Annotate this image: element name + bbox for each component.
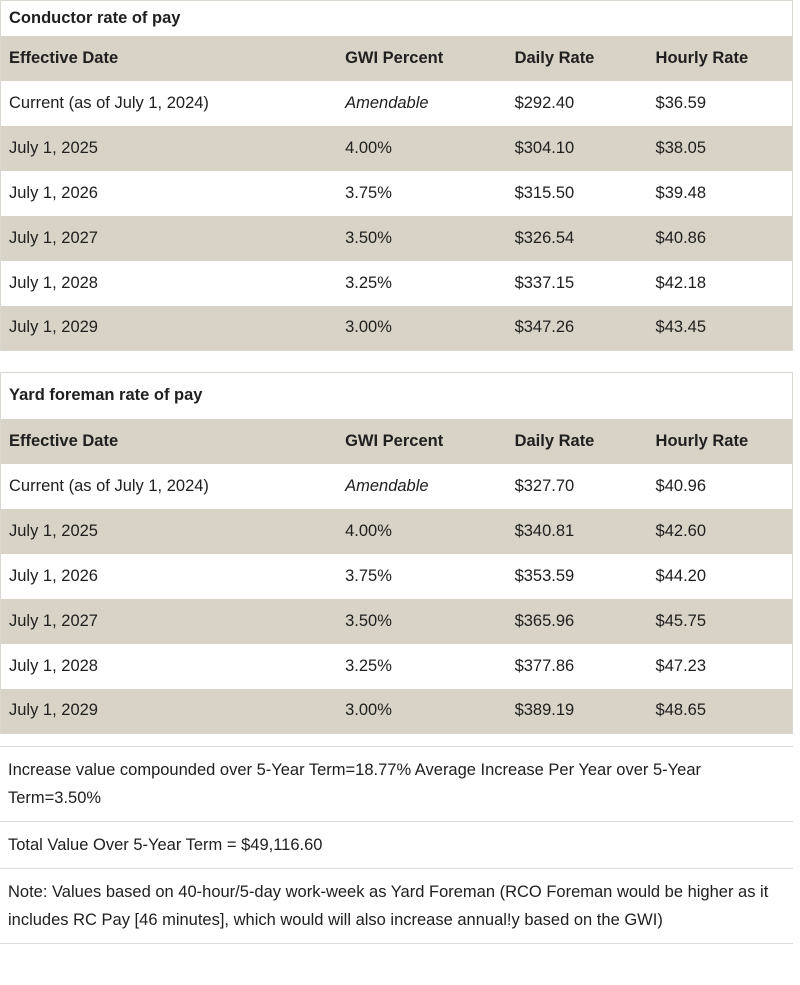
cell-daily-rate: $347.26: [506, 305, 648, 351]
cell-gwi-percent: 4.00%: [337, 125, 507, 171]
cell-daily-rate: $292.40: [514, 93, 575, 112]
cell-gwi-percent: Amendable: [345, 93, 429, 112]
cell-gwi-percent: 3.00%: [337, 305, 507, 351]
cell-hourly-rate: $38.05: [647, 125, 793, 171]
cell-gwi-percent: 3.75%: [345, 183, 392, 202]
cell-daily-rate: $326.54: [506, 215, 648, 261]
cell-hourly-rate: $36.59: [655, 93, 707, 112]
table-header-row: Effective Date GWI Percent Daily Rate Ho…: [0, 35, 793, 81]
cell-gwi-percent: 3.50%: [337, 215, 507, 261]
cell-gwi-percent: 3.00%: [337, 688, 507, 734]
cell-daily-rate: $340.81: [506, 508, 648, 554]
conductor-pay-table: Conductor rate of pay Effective Date GWI…: [0, 0, 793, 351]
cell-hourly-rate: $40.96: [655, 476, 707, 495]
col-header-effective-date: Effective Date: [0, 418, 338, 464]
cell-hourly-rate: $47.23: [655, 656, 707, 675]
cell-hourly-rate: $48.65: [647, 688, 793, 734]
cell-effective-date: July 1, 2029: [0, 688, 338, 734]
table-caption-row: Yard foreman rate of pay: [0, 372, 793, 419]
summary-note: Note: Values based on 40-hour/5-day work…: [0, 868, 793, 944]
cell-daily-rate: $389.19: [506, 688, 648, 734]
cell-hourly-rate: $42.18: [655, 273, 707, 292]
cell-hourly-rate: $39.48: [655, 183, 707, 202]
table-row: July 1, 2029 3.00% $347.26 $43.45: [0, 305, 793, 351]
col-header-effective-date: Effective Date: [0, 35, 338, 81]
cell-hourly-rate: $44.20: [655, 566, 707, 585]
table-row: Current (as of July 1, 2024) Amendable $…: [1, 464, 793, 509]
cell-daily-rate: $337.15: [514, 273, 575, 292]
col-header-daily-rate: Daily Rate: [506, 35, 648, 81]
cell-effective-date: July 1, 2027: [0, 598, 338, 644]
cell-daily-rate: $365.96: [506, 598, 648, 644]
summary-section: Increase value compounded over 5-Year Te…: [0, 746, 793, 944]
cell-effective-date: July 1, 2025: [0, 508, 338, 554]
cell-effective-date: July 1, 2028: [9, 656, 98, 675]
table-row: July 1, 2026 3.75% $353.59 $44.20: [1, 554, 793, 599]
cell-hourly-rate: $42.60: [647, 508, 793, 554]
table-row: July 1, 2028 3.25% $337.15 $42.18: [1, 261, 793, 306]
table-title: Yard foreman rate of pay: [0, 372, 793, 419]
col-header-gwi-percent: GWI Percent: [337, 35, 507, 81]
cell-effective-date: July 1, 2028: [9, 273, 98, 292]
cell-hourly-rate: $43.45: [647, 305, 793, 351]
cell-daily-rate: $315.50: [514, 183, 575, 202]
summary-compounded-increase: Increase value compounded over 5-Year Te…: [0, 746, 793, 821]
cell-gwi-percent: 3.75%: [345, 566, 392, 585]
cell-daily-rate: $327.70: [514, 476, 575, 495]
table-row: Current (as of July 1, 2024) Amendable $…: [1, 81, 793, 126]
document-page: Conductor rate of pay Effective Date GWI…: [0, 0, 793, 944]
cell-gwi-percent: Amendable: [345, 476, 429, 495]
cell-daily-rate: $304.10: [506, 125, 648, 171]
table-row: July 1, 2027 3.50% $365.96 $45.75: [0, 598, 793, 644]
cell-hourly-rate: $45.75: [647, 598, 793, 644]
table-row: July 1, 2025 4.00% $340.81 $42.60: [0, 508, 793, 554]
cell-gwi-percent: 3.25%: [345, 273, 392, 292]
table-header-row: Effective Date GWI Percent Daily Rate Ho…: [0, 418, 793, 464]
table-row: July 1, 2029 3.00% $389.19 $48.65: [0, 688, 793, 734]
col-header-daily-rate: Daily Rate: [506, 418, 648, 464]
cell-gwi-percent: 3.50%: [337, 598, 507, 644]
cell-gwi-percent: 4.00%: [337, 508, 507, 554]
cell-effective-date: Current (as of July 1, 2024): [9, 476, 209, 495]
col-header-hourly-rate: Hourly Rate: [647, 418, 793, 464]
table-row: July 1, 2026 3.75% $315.50 $39.48: [1, 171, 793, 216]
table-caption-row: Conductor rate of pay: [0, 0, 793, 36]
cell-effective-date: July 1, 2026: [9, 566, 98, 585]
cell-effective-date: July 1, 2029: [0, 305, 338, 351]
table-row: July 1, 2028 3.25% $377.86 $47.23: [1, 644, 793, 689]
cell-gwi-percent: 3.25%: [345, 656, 392, 675]
cell-daily-rate: $377.86: [514, 656, 575, 675]
col-header-gwi-percent: GWI Percent: [337, 418, 507, 464]
cell-hourly-rate: $40.86: [647, 215, 793, 261]
table-row: July 1, 2025 4.00% $304.10 $38.05: [0, 125, 793, 171]
cell-effective-date: Current (as of July 1, 2024): [9, 93, 209, 112]
cell-effective-date: July 1, 2025: [0, 125, 338, 171]
cell-effective-date: July 1, 2026: [9, 183, 98, 202]
cell-effective-date: July 1, 2027: [0, 215, 338, 261]
yard-foreman-pay-table: Yard foreman rate of pay Effective Date …: [0, 372, 793, 734]
cell-daily-rate: $353.59: [514, 566, 575, 585]
table-row: July 1, 2027 3.50% $326.54 $40.86: [0, 215, 793, 261]
summary-total-value: Total Value Over 5-Year Term = $49,116.6…: [0, 821, 793, 868]
col-header-hourly-rate: Hourly Rate: [647, 35, 793, 81]
table-title: Conductor rate of pay: [0, 0, 793, 36]
